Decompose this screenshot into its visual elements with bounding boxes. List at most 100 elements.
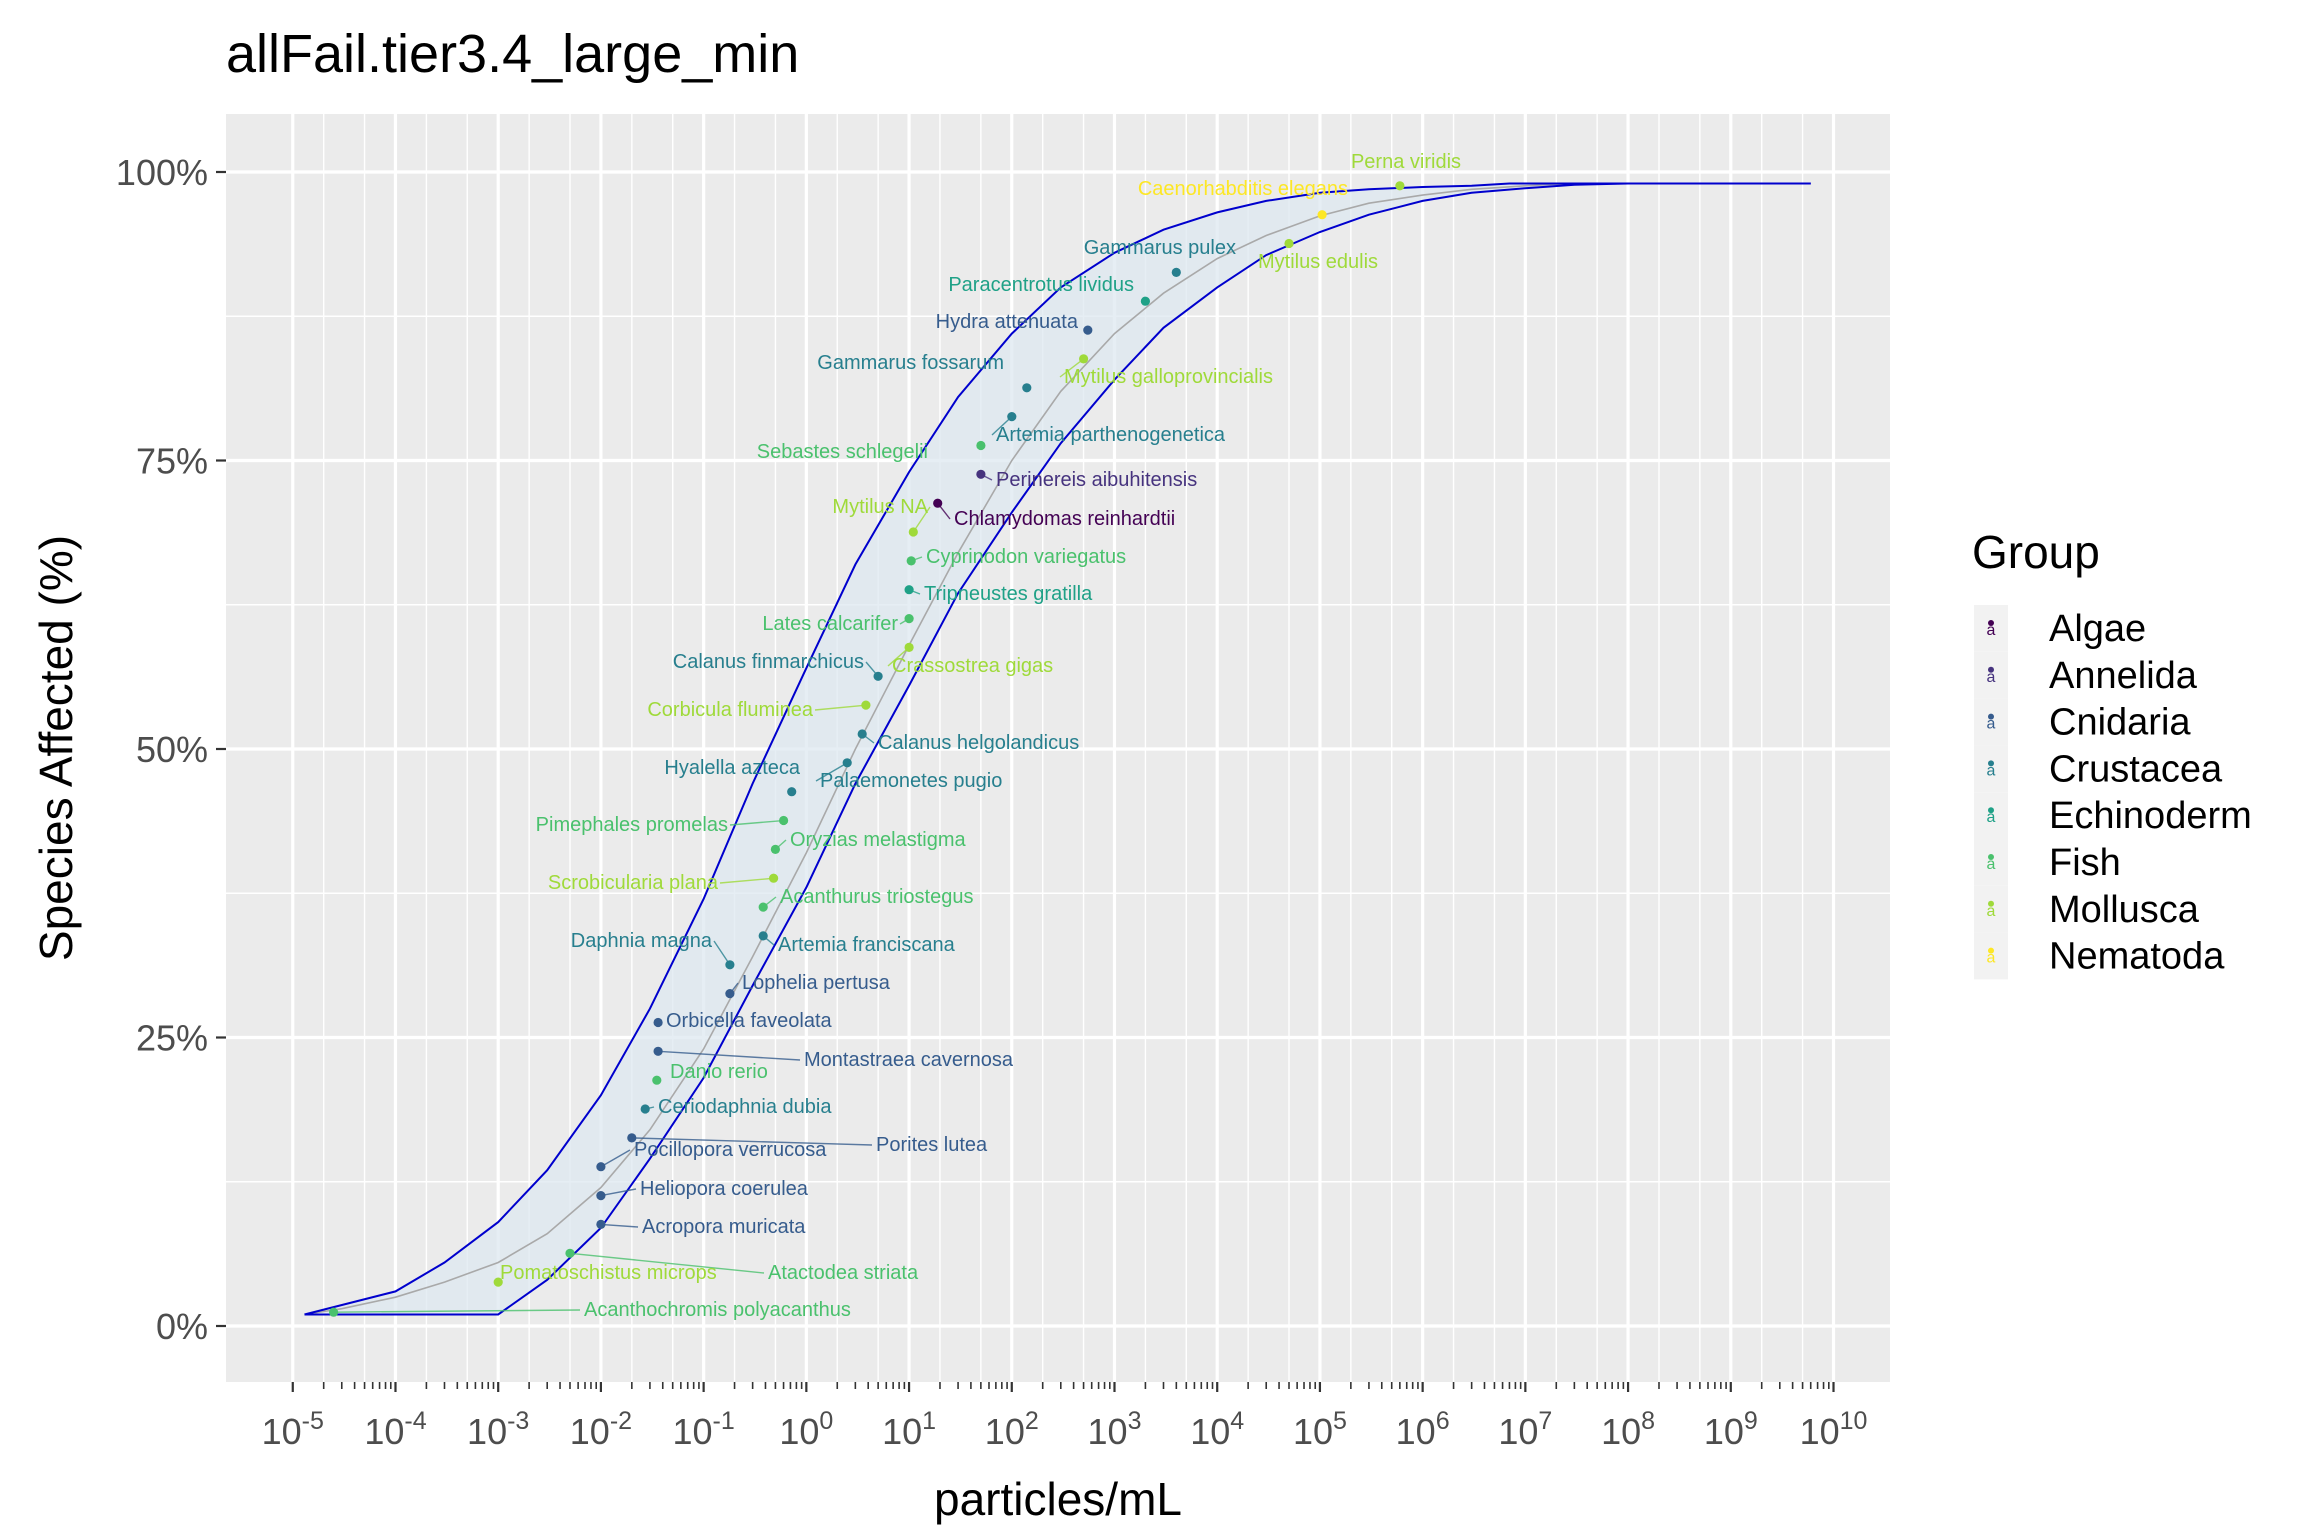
point-label: Acanthochromis polyacanthus — [584, 1299, 851, 1321]
x-tick-label: 10-5 — [262, 1407, 324, 1452]
data-point — [861, 700, 871, 710]
confidence-band — [304, 183, 1811, 1315]
ci-lower-line — [304, 182, 1811, 1316]
x-tick-label: 104 — [1190, 1407, 1244, 1452]
point-label: Scrobicularia plana — [548, 872, 719, 894]
legend-title: Group — [1972, 526, 2100, 578]
legend-item-label: Algae — [2049, 608, 2146, 650]
x-tick-label: 10-1 — [672, 1407, 734, 1452]
legend-key-letter: a — [1987, 622, 1996, 639]
legend-key-letter: a — [1987, 762, 1996, 779]
leader-line — [600, 1223, 639, 1228]
data-point — [627, 1133, 637, 1143]
legend-key — [1974, 792, 2008, 839]
data-point — [770, 844, 781, 855]
point-label: Hydra attenuata — [936, 311, 1079, 333]
point-label: Danio rerio — [670, 1061, 768, 1083]
point-label: Pocillopora verrucosa — [634, 1139, 827, 1161]
data-point — [652, 1075, 662, 1085]
data-point — [1083, 325, 1093, 335]
point-label: Mytilus edulis — [1258, 251, 1378, 273]
leader-line — [569, 1252, 765, 1274]
data-point — [857, 729, 867, 739]
legend-key-point — [1988, 760, 1994, 767]
leader-line — [658, 1050, 801, 1061]
point-label: Gammarus pulex — [1084, 237, 1236, 259]
point-label: Oryzias melastigma — [790, 829, 966, 851]
fitted-curve — [304, 182, 1811, 1316]
x-axis-title: particles/mL — [934, 1473, 1182, 1525]
data-point — [640, 1104, 650, 1114]
data-point — [908, 527, 918, 537]
y-tick-label: 0% — [156, 1306, 208, 1347]
data-point — [904, 614, 914, 624]
point-label: Orbicella faveolata — [666, 1010, 833, 1032]
legend-key-letter: a — [1987, 809, 1996, 826]
point-label: Acanthurus triostegus — [780, 886, 973, 908]
data-point — [1022, 383, 1032, 393]
point-label: Cyprinodon variegatus — [926, 546, 1126, 568]
legend-item-label: Annelida — [2049, 655, 2198, 697]
point-label: Daphnia magna — [571, 930, 713, 952]
y-tick-label: 25% — [136, 1018, 208, 1059]
legend-item-label: Fish — [2049, 842, 2121, 884]
data-point — [725, 989, 735, 999]
point-label: Crassostrea gigas — [892, 655, 1053, 677]
point-label: Heliopora coerulea — [640, 1178, 809, 1200]
data-point — [933, 498, 943, 508]
leader-line — [600, 1188, 637, 1197]
point-label: Ceriodaphnia dubia — [658, 1096, 832, 1118]
leader-line — [631, 1137, 873, 1146]
leader-line — [912, 506, 931, 533]
leader-line — [729, 819, 784, 826]
point-label: Porites lutea — [876, 1134, 988, 1156]
chart-title: allFail.tier3.4_large_min — [226, 24, 799, 84]
legend-item-label: Nematoda — [2049, 936, 2225, 978]
point-label: Lates calcarifer — [762, 613, 898, 635]
data-point — [596, 1219, 606, 1229]
legend-key — [1974, 651, 2008, 699]
data-point — [976, 440, 986, 451]
data-point — [904, 585, 914, 595]
data-point — [596, 1162, 606, 1172]
data-point — [1284, 238, 1294, 249]
point-label: Paracentrotus lividus — [948, 274, 1134, 296]
legend-key-letter: a — [1987, 669, 1996, 686]
legend-key — [1974, 885, 2008, 933]
data-point — [1171, 267, 1181, 277]
legend-key-point — [1988, 947, 1994, 954]
legend-key-point — [1988, 807, 1994, 814]
ci-band-fill — [304, 183, 1811, 1315]
data-point — [873, 671, 883, 681]
data-point — [1395, 181, 1405, 191]
point-label: Artemia parthenogenetica — [996, 424, 1226, 446]
point-label: Montastraea cavernosa — [804, 1049, 1014, 1071]
y-axis-title: Species Affected (%) — [30, 535, 82, 961]
data-point — [1140, 296, 1150, 306]
point-label: Lophelia pertusa — [742, 972, 891, 994]
y-tick-label: 50% — [136, 729, 208, 770]
data-point — [653, 1017, 663, 1028]
x-tick-label: 10-2 — [570, 1407, 632, 1452]
leader-line — [600, 1149, 631, 1168]
legend-item-label: Crustacea — [2049, 748, 2223, 790]
point-label: Perinereis aibuhitensis — [996, 469, 1197, 491]
data-point — [493, 1277, 503, 1287]
leader-line — [719, 877, 774, 884]
point-label: Acropora muricata — [642, 1216, 806, 1238]
leader-line — [814, 704, 866, 711]
leader-line — [887, 646, 910, 667]
x-tick-label: 107 — [1498, 1407, 1552, 1452]
legend-key-point — [1988, 854, 1994, 860]
legend-key — [1974, 698, 2008, 746]
point-label: Corbicula fluminea — [647, 699, 814, 721]
legend-key — [1974, 605, 2008, 652]
data-point — [758, 931, 768, 941]
point-label: Sebastes schlegelii — [757, 441, 928, 463]
legend: Group a Algae a Annelida a Cnidaria a Crustacea… — [1972, 526, 2252, 980]
point-label: Tripneustes gratilla — [924, 583, 1093, 605]
data-point — [1079, 354, 1089, 364]
point-label: Calanus helgolandicus — [878, 732, 1079, 754]
legend-key-point — [1988, 713, 1994, 720]
